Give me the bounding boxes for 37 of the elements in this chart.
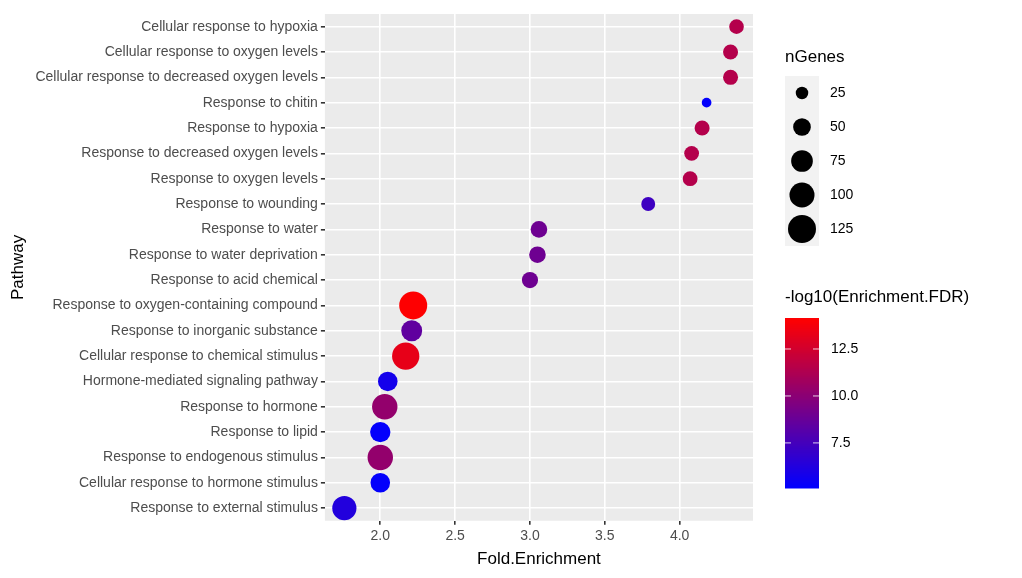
y-tick-label: Response to endogenous stimulus <box>103 448 318 465</box>
y-axis-title: Pathway <box>7 234 27 300</box>
legend-label: 75 <box>830 151 846 168</box>
y-tick-label: Cellular response to chemical stimulus <box>79 346 318 363</box>
x-tick-label: 2.0 <box>370 527 391 544</box>
x-tick-label: 3.5 <box>595 527 615 544</box>
color-bar-label: 7.5 <box>831 433 851 450</box>
x-axis-title: Fold.Enrichment <box>477 549 602 569</box>
y-tick-label: Response to water deprivation <box>128 245 318 262</box>
y-tick-label: Hormone-mediated signaling pathway <box>82 372 318 389</box>
y-tick-label: Response to acid chemical <box>150 270 318 287</box>
y-tick-label: Response to chitin <box>202 93 318 110</box>
y-tick-label: Cellular response to hypoxia <box>141 17 319 34</box>
y-tick-label: Response to lipid <box>210 422 318 439</box>
y-tick-label: Response to oxygen-containing compound <box>52 296 318 313</box>
y-tick-label: Response to external stimulus <box>130 498 318 515</box>
x-tick-label: 4.0 <box>669 527 690 544</box>
y-tick-label: Response to decreased oxygen levels <box>81 144 318 161</box>
legend-label: 50 <box>830 117 846 134</box>
y-tick-label: Response to wounding <box>175 194 318 211</box>
y-tick-label: Cellular response to hormone stimulus <box>79 473 318 490</box>
y-tick-label: Cellular response to oxygen levels <box>104 42 318 59</box>
y-tick-label: Response to hypoxia <box>187 118 319 135</box>
legend-label: 100 <box>830 185 854 202</box>
x-tick-label: 3.0 <box>520 527 540 544</box>
y-tick-label: Response to water <box>201 220 319 237</box>
legend-label: 125 <box>830 219 854 236</box>
y-tick-label: Response to hormone <box>180 397 319 414</box>
x-tick-label: 2.5 <box>445 527 466 544</box>
y-tick-label: Response to oxygen levels <box>150 169 318 186</box>
y-tick-label: Cellular response to decreased oxygen levels <box>35 68 318 85</box>
color-bar-label: 10.0 <box>831 386 859 403</box>
color-bar-label: 12.5 <box>831 339 859 356</box>
legend-label: 25 <box>830 83 846 100</box>
y-tick-label: Response to inorganic substance <box>110 321 319 338</box>
legend-title: nGenes <box>785 46 845 66</box>
color-bar-title: -log10(Enrichment.FDR) <box>785 286 970 306</box>
